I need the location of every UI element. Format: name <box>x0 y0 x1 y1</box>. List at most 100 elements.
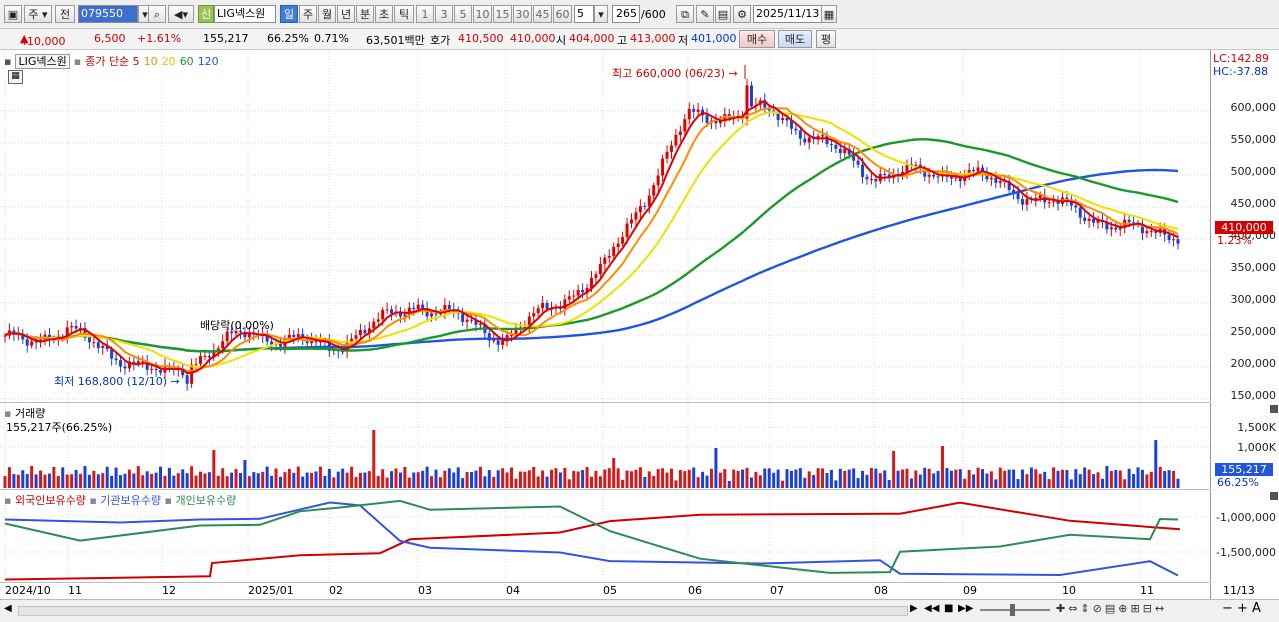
interval-input[interactable]: 5 <box>574 5 594 23</box>
volume-bar <box>647 471 651 488</box>
candle-body <box>763 100 767 108</box>
volume-bar <box>554 468 558 488</box>
holdings-chart <box>0 490 1210 582</box>
chart-type-label: 주 <box>28 8 39 21</box>
candle-body <box>474 320 478 325</box>
price-panel[interactable]: ▪ LIG넥스원 ▪ 종가 단순 5 10 20 60 120 ▦ 최고 660,000 (0… <box>0 50 1210 403</box>
holdings-panel[interactable]: ▪ 외국인보유수량 ▪ 기관보유수량 ▪ 개인보유수량 <box>0 490 1210 583</box>
candle-body <box>1105 221 1109 230</box>
legend-foreign[interactable]: 외국인보유수량 <box>14 494 86 507</box>
low-label: 저 <box>678 34 689 47</box>
save-icon[interactable]: ▤ <box>715 5 731 23</box>
scroll-left-icon[interactable]: ◀ <box>4 603 12 614</box>
interval-10[interactable]: 10 <box>473 5 492 23</box>
gear-icon[interactable]: ⚙ <box>733 5 751 23</box>
legend-institution[interactable]: 기관보유수량 <box>100 494 162 507</box>
legend-ma10[interactable]: 10 <box>143 55 158 68</box>
code-input[interactable]: 079550 <box>78 5 138 23</box>
data-table-icon[interactable]: ▦ <box>8 70 23 84</box>
candle-body <box>696 109 700 112</box>
volume-bar <box>301 476 305 488</box>
legend-ma5[interactable]: 종가 단순 5 <box>85 55 140 68</box>
panel-close-icon[interactable] <box>1270 405 1278 413</box>
volume-bar <box>518 471 522 488</box>
interval-1[interactable]: 1 <box>416 5 434 23</box>
eval-button[interactable]: 평 <box>816 30 836 48</box>
legend-dot-icon: ▪ <box>4 55 12 68</box>
stock-name-field[interactable]: LIG넥스원 <box>214 5 276 23</box>
volume-bar <box>1052 467 1056 488</box>
volume-bar <box>696 477 700 488</box>
interval-3[interactable]: 3 <box>435 5 453 23</box>
period-tick[interactable]: 틱 <box>394 5 414 23</box>
interval-dropdown-icon[interactable]: ▾ <box>594 5 608 23</box>
legend-ma20[interactable]: 20 <box>161 55 176 68</box>
indicator-icon[interactable]: ⧉ <box>676 5 694 23</box>
volume-bar <box>643 476 647 488</box>
volume-bar <box>776 469 780 488</box>
volume-bar <box>487 470 491 488</box>
search-icon[interactable]: ⌕ <box>148 5 166 23</box>
volume-bar <box>718 472 722 488</box>
legend-ma120[interactable]: 120 <box>197 55 219 68</box>
buy-button[interactable]: 매수 <box>739 30 775 48</box>
zoom-controls[interactable]: − + A <box>1222 601 1261 616</box>
candle-body <box>119 360 123 367</box>
period-minute[interactable]: 분 <box>356 5 374 23</box>
scroll-right-icon[interactable]: ▶ <box>910 603 918 614</box>
date-input[interactable]: 2025/11/13 <box>753 5 823 23</box>
legend-ma60[interactable]: 60 <box>179 55 194 68</box>
volume-bar <box>741 469 745 488</box>
scrollbar-track[interactable] <box>18 606 908 616</box>
legend-individual[interactable]: 개인보유수량 <box>175 494 237 507</box>
period-day[interactable]: 일 <box>280 5 298 23</box>
legend-stock-tag[interactable]: LIG넥스원 <box>15 54 70 69</box>
candle-body <box>434 313 438 315</box>
volume-bar <box>47 473 51 488</box>
volume-bar <box>163 475 167 488</box>
count-input[interactable]: 265 <box>612 5 640 23</box>
period-second[interactable]: 초 <box>375 5 393 23</box>
volume-bar <box>661 468 665 488</box>
y-tick: 300,000 <box>1230 293 1277 306</box>
candle-body <box>194 363 198 365</box>
candle-body <box>21 333 25 340</box>
candle-body <box>496 340 500 345</box>
sound-icon[interactable]: ◀▾ <box>168 5 194 23</box>
interval-5[interactable]: 5 <box>454 5 472 23</box>
x-label: 04 <box>506 584 520 597</box>
interval-45[interactable]: 45 <box>533 5 552 23</box>
period-month[interactable]: 월 <box>318 5 336 23</box>
zoom-slider-thumb[interactable] <box>1010 604 1015 616</box>
volume-bar <box>110 475 114 488</box>
volume-bar <box>905 468 909 488</box>
rewind-icon[interactable]: ◀◀ <box>924 603 940 614</box>
interval-60[interactable]: 60 <box>553 5 572 23</box>
candle-body <box>412 307 416 309</box>
candle-body <box>425 308 429 317</box>
sell-button[interactable]: 매도 <box>778 30 812 48</box>
period-year[interactable]: 년 <box>337 5 355 23</box>
interval-30[interactable]: 30 <box>513 5 532 23</box>
interval-15[interactable]: 15 <box>493 5 512 23</box>
candle-body <box>1020 199 1024 205</box>
stop-icon[interactable]: ■ <box>944 603 954 614</box>
footer-tools[interactable]: ✚⇔⇕⊘▤⊕⊞⊟↔ <box>1056 602 1168 615</box>
chart-type-select[interactable]: 주 ▾ <box>24 5 52 23</box>
prev-button[interactable]: 전 <box>55 5 75 23</box>
candle-body <box>1016 192 1020 200</box>
low-annotation: 최저 168,800 (12/10) → <box>54 375 180 388</box>
panel-close-icon[interactable] <box>1270 492 1278 500</box>
candle-body <box>958 177 962 182</box>
window-menu-icon[interactable]: ▣ <box>4 5 22 23</box>
volume-bar <box>745 467 749 488</box>
calendar-icon[interactable]: ▦ <box>821 5 837 23</box>
play-icon[interactable]: ▶▶ <box>958 603 974 614</box>
candle-body <box>923 168 927 177</box>
zoom-slider[interactable] <box>980 609 1050 611</box>
draw-tool-icon[interactable]: ✎ <box>696 5 714 23</box>
volume-bar <box>550 469 554 488</box>
volume-panel[interactable]: ▪ 거래량 155,217주(66.25%) <box>0 403 1210 490</box>
period-week[interactable]: 주 <box>299 5 317 23</box>
volume-bar <box>749 477 753 488</box>
